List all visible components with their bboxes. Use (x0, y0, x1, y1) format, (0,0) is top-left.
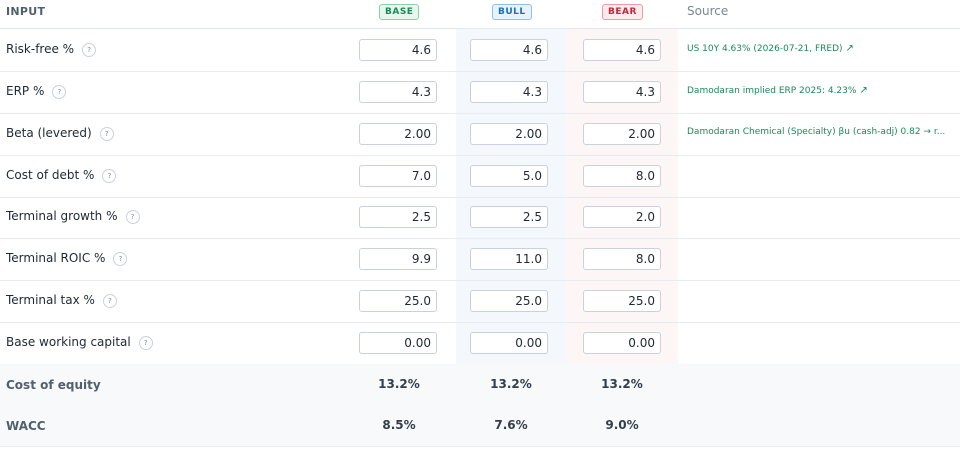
cost-of-equity-base-value: 13.2% (378, 377, 420, 391)
risk-free-base-input[interactable] (359, 39, 437, 61)
beta-base-input[interactable] (359, 123, 437, 145)
wacc-base-value: 8.5% (382, 418, 416, 432)
wacc-bull-value: 7.6% (494, 418, 528, 432)
output-label: Cost of equity (6, 378, 101, 392)
input-row-base-working-capital: Base working capital? (0, 322, 960, 365)
input-row-cost-of-debt: Cost of debt %? (0, 155, 960, 198)
help-icon[interactable]: ? (102, 294, 117, 308)
terminal-tax-bear-input[interactable] (583, 290, 661, 312)
bull-scenario-badge: BULL (492, 4, 532, 20)
input-row-beta: Beta (levered)? Damodaran Chemical (Spec… (0, 113, 960, 156)
erp-bull-input[interactable] (470, 81, 548, 103)
output-label: WACC (6, 419, 46, 433)
row-label: Terminal growth %? (6, 209, 140, 224)
terminal-growth-bull-input[interactable] (470, 206, 548, 228)
bear-scenario-badge: BEAR (602, 4, 643, 20)
row-label: Terminal ROIC %? (6, 251, 128, 266)
terminal-growth-bear-input[interactable] (583, 206, 661, 228)
base-scenario-badge: BASE (379, 4, 420, 20)
terminal-roic-bull-input[interactable] (470, 248, 548, 270)
table-header: INPUT BASE BULL BEAR Source (0, 0, 960, 29)
row-label: Beta (levered)? (6, 126, 114, 141)
input-row-risk-free: Risk-free %? US 10Y 4.63% (2026-07-21, F… (0, 29, 960, 72)
input-row-terminal-growth: Terminal growth %? (0, 196, 960, 239)
input-column-header: INPUT (6, 5, 46, 18)
cost-of-equity-bull-value: 13.2% (490, 377, 532, 391)
base-working-capital-bear-input[interactable] (583, 332, 661, 354)
cost-of-debt-bear-input[interactable] (583, 165, 661, 187)
help-icon[interactable]: ? (52, 85, 67, 99)
external-link-icon: ↗ (845, 43, 854, 54)
risk-free-bull-input[interactable] (470, 39, 548, 61)
input-row-erp: ERP %? Damodaran implied ERP 2025: 4.23%… (0, 71, 960, 114)
risk-free-bear-input[interactable] (583, 39, 661, 61)
source-text[interactable]: Damodaran Chemical (Specialty) βu (cash-… (687, 127, 946, 137)
terminal-tax-base-input[interactable] (359, 290, 437, 312)
help-icon[interactable]: ? (102, 169, 117, 183)
input-row-terminal-tax: Terminal tax %? (0, 280, 960, 323)
cost-of-debt-base-input[interactable] (359, 165, 437, 187)
erp-bear-input[interactable] (583, 81, 661, 103)
help-icon[interactable]: ? (125, 210, 140, 224)
help-icon[interactable]: ? (113, 252, 128, 266)
beta-bear-input[interactable] (583, 123, 661, 145)
beta-bull-input[interactable] (470, 123, 548, 145)
row-label: Base working capital? (6, 335, 153, 350)
base-working-capital-base-input[interactable] (359, 332, 437, 354)
erp-base-input[interactable] (359, 81, 437, 103)
input-row-terminal-roic: Terminal ROIC %? (0, 238, 960, 281)
output-row-wacc: WACC 8.5% 7.6% 9.0% (0, 405, 960, 447)
terminal-roic-bear-input[interactable] (583, 248, 661, 270)
row-label: Risk-free %? (6, 42, 97, 57)
external-link-icon: ↗ (859, 85, 868, 96)
row-label: Cost of debt %? (6, 168, 117, 183)
source-link[interactable]: US 10Y 4.63% (2026-07-21, FRED) ↗ (687, 43, 854, 54)
output-row-cost-of-equity: Cost of equity 13.2% 13.2% 13.2% (0, 364, 960, 406)
terminal-tax-bull-input[interactable] (470, 290, 548, 312)
source-link[interactable]: Damodaran implied ERP 2025: 4.23% ↗ (687, 85, 868, 96)
wacc-bear-value: 9.0% (605, 418, 639, 432)
cost-of-debt-bull-input[interactable] (470, 165, 548, 187)
help-icon[interactable]: ? (99, 127, 114, 141)
row-label: ERP %? (6, 84, 67, 99)
row-label: Terminal tax %? (6, 293, 117, 308)
base-working-capital-bull-input[interactable] (470, 332, 548, 354)
terminal-growth-base-input[interactable] (359, 206, 437, 228)
help-icon[interactable]: ? (82, 43, 97, 57)
terminal-roic-base-input[interactable] (359, 248, 437, 270)
cost-of-equity-bear-value: 13.2% (601, 377, 643, 391)
source-column-header: Source (687, 4, 729, 18)
help-icon[interactable]: ? (138, 336, 153, 350)
